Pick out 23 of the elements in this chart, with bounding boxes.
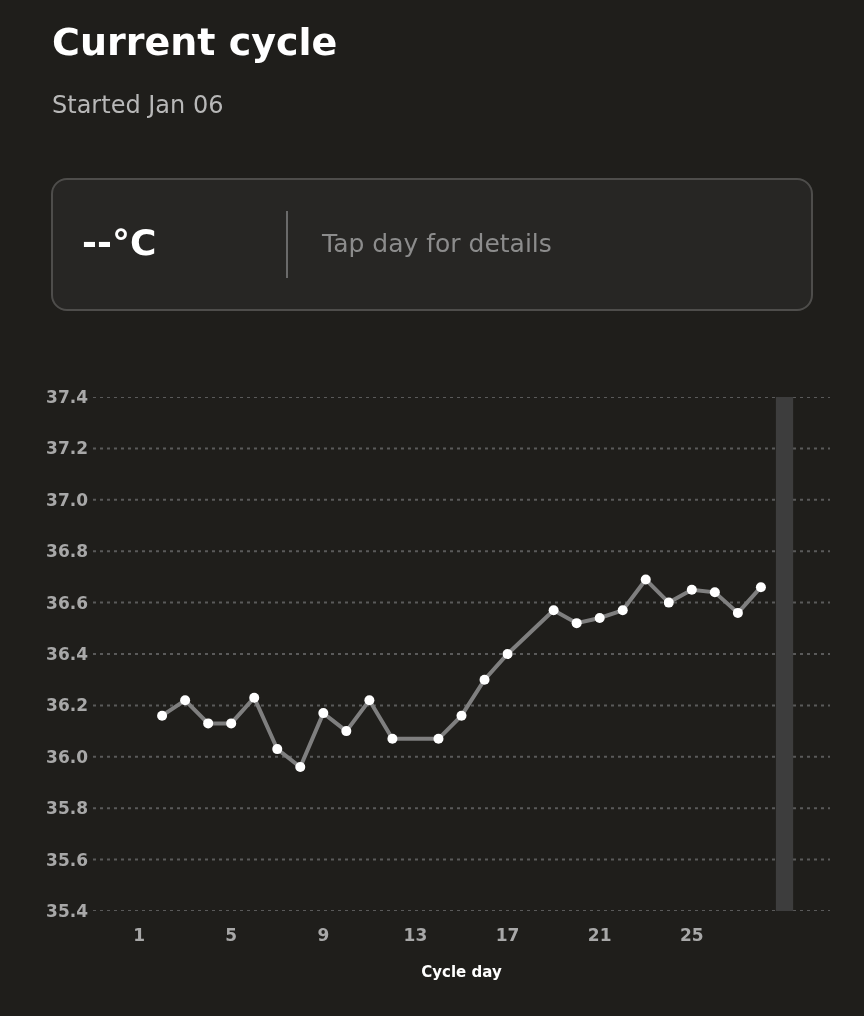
y-tick-label: 37.0	[46, 489, 89, 510]
y-tick-label: 36.4	[46, 643, 89, 664]
y-tick-label: 35.4	[46, 900, 89, 921]
text: --°C	[82, 222, 157, 263]
text: Tap day for details	[322, 229, 552, 258]
y-tick-label: 36.8	[46, 541, 88, 562]
x-tick-label: 5	[225, 925, 238, 945]
y-tick-label: 35.8	[46, 798, 88, 819]
y-tick-label: 37.2	[46, 438, 88, 459]
x-tick-label: 25	[679, 925, 704, 945]
x-tick-label: 21	[587, 925, 612, 945]
y-tick-label: 35.6	[46, 849, 88, 870]
x-tick-label: 13	[403, 925, 428, 945]
x-tick-label: 17	[495, 925, 520, 945]
y-tick-label: 36.2	[46, 695, 88, 716]
x-tick-label: 9	[317, 925, 330, 945]
chart-title: Current cycle	[52, 20, 338, 64]
x-axis-title: Cycle day	[421, 963, 502, 981]
y-tick-label: 36.0	[46, 746, 89, 767]
x-tick-label: 1	[133, 925, 145, 945]
y-tick-label: 37.4	[46, 386, 89, 407]
chart-subtitle: Started Jan 06	[52, 91, 224, 119]
y-tick-label: 36.6	[46, 592, 88, 613]
